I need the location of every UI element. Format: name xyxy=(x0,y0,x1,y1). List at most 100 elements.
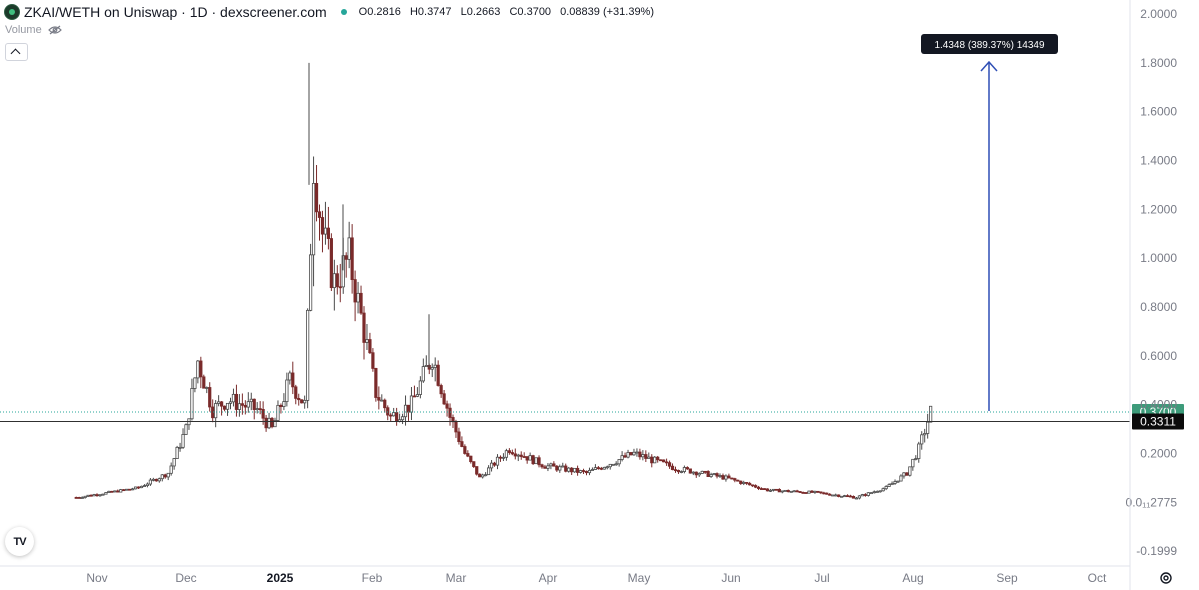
candle-body xyxy=(193,377,197,389)
volume-indicator[interactable]: Volume xyxy=(5,24,62,36)
candle-body xyxy=(237,403,241,410)
candle-body xyxy=(718,475,722,477)
candle-body xyxy=(777,488,781,493)
candle-body xyxy=(570,467,574,473)
candle-body xyxy=(584,470,589,474)
candle-body xyxy=(350,237,354,280)
candle-body xyxy=(466,453,470,457)
candle-body xyxy=(472,461,476,467)
candle-body xyxy=(421,366,425,382)
close-label: C xyxy=(509,6,518,18)
candle-body xyxy=(837,494,841,497)
candle-body xyxy=(246,401,250,408)
candle-body xyxy=(926,421,930,434)
candle-body xyxy=(804,492,808,494)
candle-body xyxy=(463,446,467,454)
candle-body xyxy=(395,412,399,422)
price-tick-label: 1.0000 xyxy=(1140,251,1177,265)
candle-body xyxy=(611,463,615,466)
candle-body xyxy=(638,451,642,458)
candle-body xyxy=(519,454,523,457)
collapse-legend-button[interactable] xyxy=(5,43,28,61)
candle-body xyxy=(101,493,105,496)
candle-body xyxy=(172,458,176,467)
candle-body xyxy=(706,471,710,478)
measure-label-box xyxy=(921,34,1058,54)
candle-body xyxy=(77,497,81,499)
candle-body xyxy=(507,450,511,453)
candle-body xyxy=(667,462,672,467)
candle-body xyxy=(543,466,547,469)
candle-body xyxy=(697,473,701,476)
candle-body xyxy=(923,433,927,436)
candle-body xyxy=(219,401,224,407)
candle-body xyxy=(317,211,322,218)
candle-body xyxy=(202,376,206,389)
candle-body xyxy=(258,408,262,411)
candle-body xyxy=(682,467,687,472)
price-tick-label: 1.8000 xyxy=(1140,56,1177,70)
candle-body xyxy=(929,405,933,423)
candle-body xyxy=(670,465,675,471)
candle-body xyxy=(130,488,135,491)
candle-body xyxy=(285,379,289,402)
symbol-title[interactable]: ZKAI/WETH on Uniswap · 1D · dexscreener.… xyxy=(24,4,327,20)
low-value: 0.2663 xyxy=(466,6,501,18)
candle-body xyxy=(552,463,556,467)
market-status-dot-icon xyxy=(340,9,347,15)
candle-body xyxy=(196,360,200,379)
candle-body xyxy=(531,455,535,465)
candle-body xyxy=(703,470,707,473)
candle-body xyxy=(98,494,102,497)
candle-body xyxy=(113,490,117,493)
eye-off-icon[interactable] xyxy=(47,25,62,35)
candle-body xyxy=(860,494,865,497)
candle-body xyxy=(709,474,713,478)
candle-body xyxy=(125,488,129,491)
candle-body xyxy=(807,490,811,494)
candle-body xyxy=(857,495,862,499)
candle-body xyxy=(214,403,218,419)
candle-body xyxy=(834,494,838,497)
candle-body xyxy=(768,489,773,492)
candle-body xyxy=(142,485,147,487)
candle-body xyxy=(845,495,850,498)
candle-body xyxy=(914,458,918,460)
time-tick-label: Oct xyxy=(1088,571,1107,585)
chart-header: ZKAI/WETH on Uniswap · 1D · dexscreener.… xyxy=(4,3,654,21)
candle-body xyxy=(243,404,247,408)
candle-body xyxy=(789,490,793,493)
candle-body xyxy=(157,478,161,482)
candle-body xyxy=(756,486,761,489)
candle-body xyxy=(205,387,209,389)
candle-body xyxy=(89,494,93,497)
candle-body xyxy=(297,397,301,401)
candle-body xyxy=(469,455,473,463)
gear-icon[interactable] xyxy=(1159,571,1173,585)
candle-body xyxy=(742,481,746,484)
candle-body xyxy=(442,393,446,405)
candle-body xyxy=(869,492,873,495)
candle-body xyxy=(481,474,485,478)
candle-body xyxy=(415,394,420,397)
candle-body xyxy=(288,372,292,381)
candle-body xyxy=(828,493,832,496)
candle-body xyxy=(673,469,678,472)
tradingview-logo-icon[interactable]: TV xyxy=(5,527,34,556)
candle-body xyxy=(139,485,144,489)
candle-body xyxy=(534,457,538,465)
candle-body xyxy=(409,395,414,413)
candle-body xyxy=(762,488,767,490)
candle-body xyxy=(522,456,526,458)
candle-body xyxy=(801,492,805,494)
candle-body xyxy=(208,387,212,408)
candle-body xyxy=(424,365,428,367)
time-tick-label: 2025 xyxy=(267,571,294,585)
candle-body xyxy=(163,474,167,478)
candle-body xyxy=(136,486,141,489)
candle-body xyxy=(765,488,770,492)
candle-body xyxy=(365,339,369,343)
candle-body xyxy=(492,462,497,466)
candle-body xyxy=(819,491,823,494)
